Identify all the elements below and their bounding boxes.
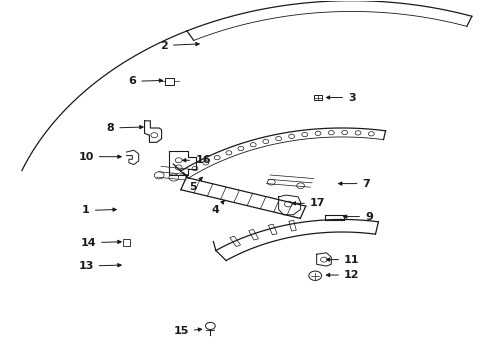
Text: 2: 2 <box>160 41 199 50</box>
Bar <box>288 220 296 231</box>
Text: 5: 5 <box>189 177 202 192</box>
Text: 13: 13 <box>78 261 121 271</box>
Text: 11: 11 <box>325 255 359 265</box>
Text: 9: 9 <box>343 212 372 221</box>
Text: 6: 6 <box>128 76 163 86</box>
Text: 16: 16 <box>182 155 210 165</box>
Text: 8: 8 <box>106 123 143 133</box>
Bar <box>268 224 277 235</box>
Text: 1: 1 <box>82 206 116 216</box>
Bar <box>123 239 130 246</box>
Bar <box>248 229 258 240</box>
Text: 10: 10 <box>78 152 121 162</box>
Text: 12: 12 <box>325 270 359 280</box>
Bar <box>164 78 173 85</box>
Text: 15: 15 <box>173 326 201 336</box>
Text: 14: 14 <box>81 238 121 248</box>
Text: 4: 4 <box>211 201 224 216</box>
Bar <box>313 95 321 100</box>
Text: 7: 7 <box>338 179 369 189</box>
Bar <box>229 236 240 247</box>
Text: 3: 3 <box>325 93 355 103</box>
Text: 17: 17 <box>292 198 325 208</box>
